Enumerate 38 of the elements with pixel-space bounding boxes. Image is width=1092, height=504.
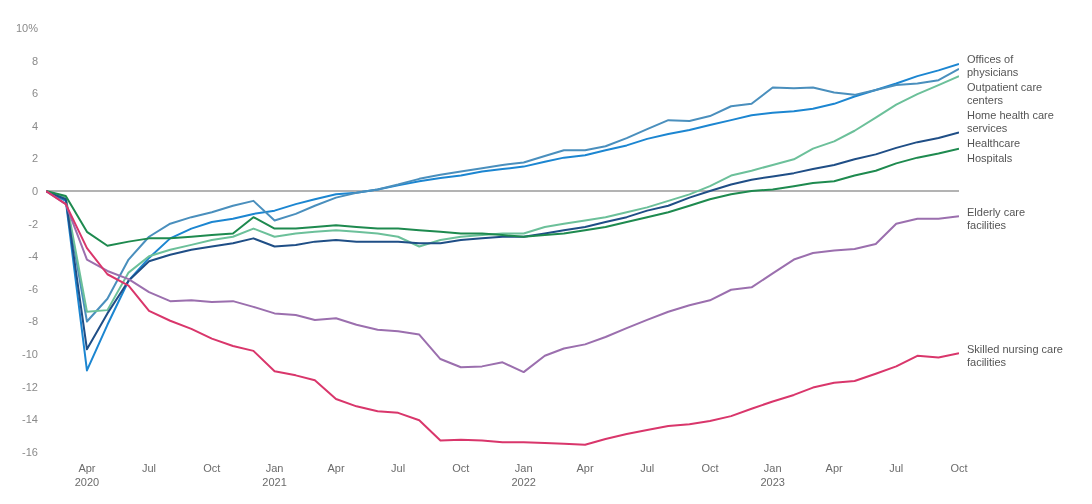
x-tick-label: Oct — [203, 462, 221, 474]
line-series — [46, 190, 959, 446]
x-tick-label: Apr — [327, 462, 345, 474]
y-tick-label: -10 — [22, 348, 38, 361]
y-tick-label: -14 — [22, 413, 38, 426]
y-tick-label: 6 — [31, 87, 38, 100]
x-tick-label: Oct — [950, 462, 968, 474]
y-tick-label: -4 — [28, 250, 38, 263]
x-tick-label: Jul — [391, 462, 406, 474]
y-tick-label: -2 — [28, 217, 38, 230]
series-label: Healthcare — [967, 137, 1021, 150]
series-label: Skilled nursing care facilities — [967, 342, 1063, 368]
series-label: Hospitals — [967, 152, 1013, 165]
y-tick-label: 4 — [31, 119, 38, 132]
x-tick-label: Jul — [142, 462, 157, 474]
x-tick-label: Jul — [640, 462, 655, 474]
line-series — [46, 147, 959, 247]
x-tick-label: Oct — [452, 462, 470, 474]
y-tick-label: -8 — [28, 315, 38, 328]
text: Home health care services — [967, 109, 1054, 135]
y-tick-label: -16 — [22, 445, 38, 458]
y-tick-label: 2 — [31, 152, 38, 165]
y-tick-label: -6 — [28, 282, 38, 295]
x-tick-label: Jan 2021 — [262, 462, 287, 488]
y-tick-label: 0 — [31, 184, 38, 197]
x-tick-label: Apr 2020 — [74, 462, 100, 488]
x-tick-label: Jul — [889, 462, 904, 474]
x-tick-label: Apr — [576, 462, 594, 474]
y-tick-label: 8 — [31, 54, 38, 67]
y-tick-label: -12 — [22, 380, 38, 393]
x-tick-label: Oct — [701, 462, 719, 474]
x-tick-label: Jan 2022 — [511, 462, 536, 488]
x-tick-label: Jan 2023 — [760, 462, 785, 488]
y-tick-label: 10% — [15, 21, 39, 34]
series-label: Offices of physicians — [967, 53, 1019, 79]
series-label: Outpatient care centers — [967, 81, 1043, 107]
series-label: Elderly care facilities — [967, 205, 1026, 231]
x-tick-label: Apr — [825, 462, 844, 474]
